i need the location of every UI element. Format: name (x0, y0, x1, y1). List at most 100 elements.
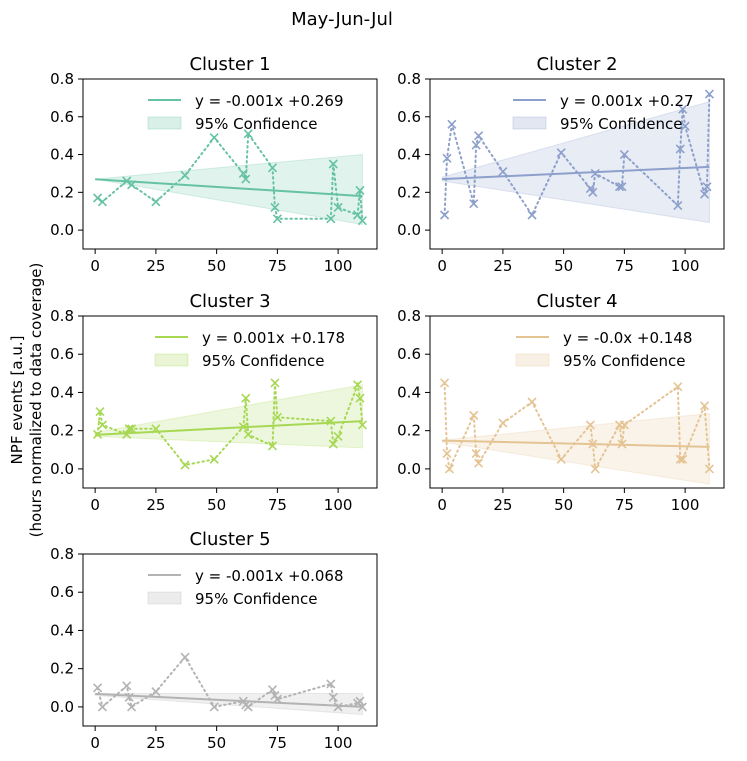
legend-band-swatch (147, 591, 182, 605)
x-tick-label: 100 (671, 257, 700, 275)
data-point-marker (617, 182, 627, 192)
data-point-marker (680, 121, 690, 131)
data-point-marker (585, 420, 595, 430)
confidence-band (441, 412, 710, 485)
data-point-marker (328, 439, 338, 449)
data-point-marker (619, 149, 629, 160)
legend-fit-label: y = -0.0x +0.148 (563, 329, 692, 347)
x-tick-label: 25 (146, 257, 165, 275)
y-tick-label: 0.6 (50, 345, 74, 363)
data-point-marker (498, 418, 508, 428)
legend-fit-label: y = -0.001x +0.269 (195, 92, 344, 110)
x-tick-label: 0 (90, 734, 100, 752)
data-point-marker (357, 420, 367, 430)
cluster-panel-1: 0.0 0.2 0.4 0.6 0.8 0 25 50 75 100 Cluster 1 y = -0… (50, 54, 378, 275)
y-axis-label-line2: (hours normalized to data coverage) (27, 263, 45, 538)
data-point-marker (97, 420, 108, 430)
data-point-marker (333, 202, 343, 213)
data-point-marker (209, 132, 219, 143)
panel-title: Cluster 4 (536, 291, 617, 312)
data-point-marker (704, 89, 714, 99)
legend-ci-label: 95% Confidence (195, 115, 317, 133)
y-tick-label: 0.2 (397, 183, 421, 201)
data-point-marker (440, 210, 450, 220)
data-point-marker (180, 652, 190, 662)
data-point-marker (355, 393, 365, 403)
regression-line (95, 420, 363, 436)
data-point-marker (127, 424, 137, 434)
y-tick-label: 0.4 (50, 146, 74, 164)
y-tick-label: 0.8 (397, 307, 421, 325)
y-tick-label: 0.6 (397, 108, 421, 126)
regression-line (95, 692, 363, 708)
data-point-marker (326, 679, 336, 689)
y-tick-label: 0.6 (50, 108, 74, 126)
data-point-marker (471, 140, 481, 150)
data-point-marker (122, 681, 132, 691)
y-tick-label: 0.2 (50, 183, 74, 201)
x-tick-label: 75 (268, 496, 287, 514)
data-point-marker (180, 170, 190, 180)
data-point-marker (699, 401, 710, 411)
legend-band-swatch (512, 116, 547, 130)
y-tick-label: 0.0 (397, 221, 421, 239)
data-point-marker (675, 144, 685, 154)
data-point-marker (243, 429, 253, 440)
data-point-marker (243, 129, 253, 139)
panel-title: Cluster 5 (189, 529, 270, 550)
data-point-marker (678, 454, 688, 464)
data-point-marker (267, 441, 278, 451)
data-point-marker (355, 696, 365, 706)
y-tick-label: 0.4 (50, 621, 74, 639)
data-point-marker (357, 216, 367, 226)
data-point-marker (352, 380, 363, 390)
y-tick-label: 0.8 (50, 70, 74, 88)
data-point-marker (673, 200, 683, 211)
y-tick-label: 0.0 (397, 460, 421, 478)
data-point-marker (447, 119, 457, 129)
legend-fit-label: y = -0.001x +0.068 (195, 567, 344, 585)
y-tick-label: 0.8 (50, 307, 74, 325)
legend-fit-label: y = 0.001x +0.27 (560, 92, 694, 110)
x-tick-label: 100 (324, 734, 353, 752)
data-point-marker (442, 449, 452, 459)
cluster-panel-3: 0.0 0.2 0.4 0.6 0.8 0 25 50 75 100 Cluster 3 y = 0.… (50, 291, 378, 514)
data-point-marker (241, 174, 251, 184)
data-point-marker (699, 189, 710, 199)
plot-frame (82, 78, 378, 250)
figure-title: May-Jun-Jul (291, 9, 393, 30)
legend-band-swatch (515, 353, 550, 367)
data-point-marker (241, 393, 251, 403)
data-point-marker (151, 197, 161, 207)
y-tick-label: 0.2 (50, 422, 74, 440)
x-tick-label: 50 (207, 257, 226, 275)
y-tick-label: 0.4 (50, 383, 74, 401)
data-point-marker (95, 406, 105, 417)
data-point-marker (469, 199, 479, 209)
y-tick-label: 0.8 (397, 70, 421, 88)
x-tick-label: 25 (493, 257, 512, 275)
x-tick-label: 25 (146, 734, 165, 752)
y-tick-label: 0.6 (50, 583, 74, 601)
data-point-marker (326, 214, 336, 224)
legend-ci-label: 95% Confidence (195, 590, 317, 608)
data-point-marker (590, 464, 600, 474)
data-point-marker (474, 131, 484, 141)
data-point-marker (498, 166, 508, 177)
data-point-marker (333, 702, 343, 712)
legend-band-swatch (147, 116, 182, 130)
x-tick-label: 0 (437, 496, 447, 514)
y-tick-label: 0.0 (50, 460, 74, 478)
y-tick-label: 0.4 (397, 383, 421, 401)
y-tick-label: 0.0 (50, 221, 74, 239)
plot-data-group (93, 652, 367, 716)
data-point-marker (678, 104, 688, 114)
confidence-band (94, 384, 363, 449)
data-point-marker (270, 202, 280, 213)
data-point-marker (267, 685, 278, 695)
data-point-marker (527, 210, 537, 220)
plot-frame (429, 78, 725, 250)
x-tick-label: 0 (90, 496, 100, 514)
x-tick-label: 75 (268, 734, 287, 752)
data-point-marker (97, 702, 108, 712)
